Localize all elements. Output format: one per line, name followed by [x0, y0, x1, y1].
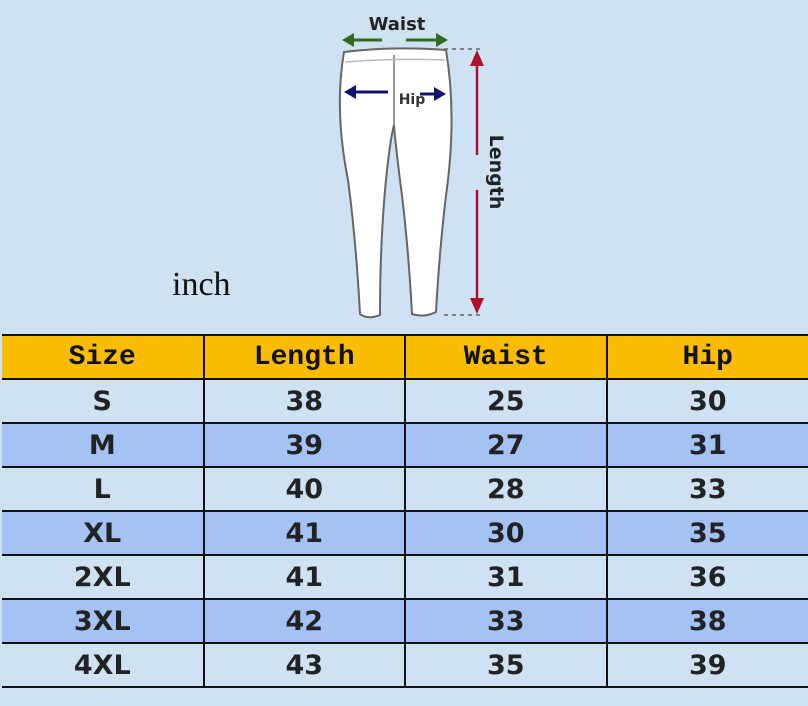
- table-header-row: Size Length Waist Hip: [2, 334, 808, 380]
- waist-arrow-icon: [342, 33, 448, 47]
- header-length: Length: [202, 334, 406, 380]
- cell-hip: 39: [605, 642, 808, 688]
- cell-size: 3XL: [2, 598, 205, 644]
- cell-hip: 33: [605, 466, 808, 512]
- table-row: L 40 28 33: [2, 466, 808, 512]
- cell-hip: 36: [605, 554, 808, 600]
- table-row: S 38 25 30: [2, 378, 808, 424]
- cell-size: 4XL: [2, 642, 205, 688]
- header-waist: Waist: [404, 334, 608, 380]
- cell-length: 41: [202, 510, 406, 556]
- table-row: 3XL 42 33 38: [2, 598, 808, 644]
- cell-length: 40: [202, 466, 406, 512]
- table-row: XL 41 30 35: [2, 510, 808, 556]
- cell-hip: 35: [605, 510, 808, 556]
- cell-hip: 31: [605, 422, 808, 468]
- table-row: 2XL 41 31 36: [2, 554, 808, 600]
- length-arrow-icon: [444, 48, 484, 316]
- table-row: 4XL 43 35 39: [2, 642, 808, 688]
- cell-length: 41: [202, 554, 406, 600]
- cell-length: 43: [202, 642, 406, 688]
- hip-label: Hip: [399, 92, 426, 108]
- length-label: Length: [485, 135, 507, 210]
- cell-waist: 35: [404, 642, 608, 688]
- cell-size: M: [2, 422, 205, 468]
- cell-length: 42: [202, 598, 406, 644]
- cell-waist: 25: [404, 378, 608, 424]
- waist-label: Waist: [369, 14, 426, 35]
- cell-length: 39: [202, 422, 406, 468]
- cell-waist: 31: [404, 554, 608, 600]
- cell-size: L: [2, 466, 205, 512]
- leggings-illustration: [338, 47, 453, 319]
- cell-hip: 38: [605, 598, 808, 644]
- header-hip: Hip: [605, 334, 808, 380]
- cell-hip: 30: [605, 378, 808, 424]
- cell-size: XL: [2, 510, 205, 556]
- table-row: M 39 27 31: [2, 422, 808, 468]
- unit-label: inch: [172, 266, 231, 303]
- leggings-measurement-diagram: Waist Hip Length: [338, 14, 507, 319]
- hip-arrow-icon: [344, 85, 446, 101]
- cell-waist: 30: [404, 510, 608, 556]
- size-chart-table: Size Length Waist Hip S 38 25 30 M 39 27 31 L 40 2…: [2, 334, 808, 688]
- header-size: Size: [2, 334, 205, 380]
- cell-size: 2XL: [2, 554, 205, 600]
- cell-waist: 33: [404, 598, 608, 644]
- cell-length: 38: [202, 378, 406, 424]
- cell-size: S: [2, 378, 205, 424]
- cell-waist: 27: [404, 422, 608, 468]
- cell-waist: 28: [404, 466, 608, 512]
